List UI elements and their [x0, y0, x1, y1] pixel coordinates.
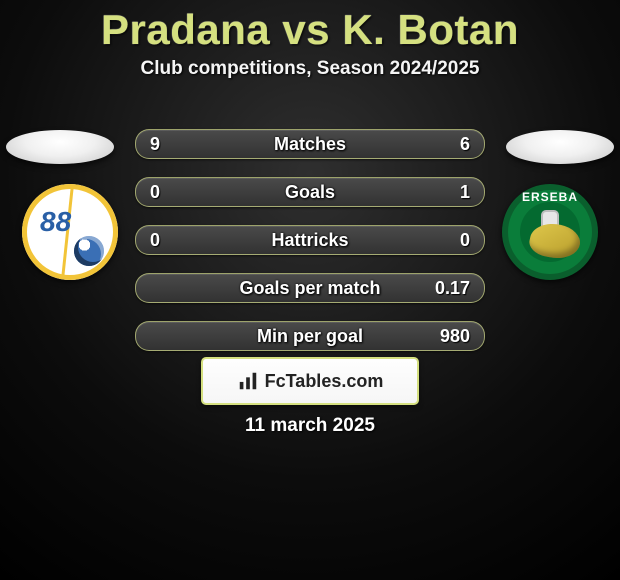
stat-label: Min per goal: [136, 326, 484, 347]
player-avatar-right: [506, 130, 614, 164]
stat-label: Goals per match: [136, 278, 484, 299]
date-text: 11 march 2025: [0, 415, 620, 437]
club-crest-right: ERSEBA: [502, 184, 598, 280]
stat-label: Matches: [136, 134, 484, 155]
stat-row-min-per-goal: 980Min per goal: [135, 321, 485, 351]
stat-row-goals: 01Goals: [135, 177, 485, 207]
crest-left-ball-icon: [74, 236, 104, 266]
comparison-card: Pradana vs K. Botan Club competitions, S…: [0, 6, 620, 580]
brand-text: FcTables.com: [265, 371, 384, 392]
club-crest-left: 88: [22, 184, 118, 280]
stat-label: Goals: [136, 182, 484, 203]
player-avatar-left: [6, 130, 114, 164]
bar-chart-icon: [237, 370, 259, 392]
stat-row-hattricks: 00Hattricks: [135, 225, 485, 255]
crest-left-number: 88: [40, 206, 71, 238]
stat-rows: 96Matches 01Goals 00Hattricks 0.17Goals per…: [135, 129, 485, 369]
brand-badge[interactable]: FcTables.com: [201, 357, 419, 405]
stat-row-goals-per-match: 0.17Goals per match: [135, 273, 485, 303]
page-title: Pradana vs K. Botan: [0, 6, 620, 54]
page-subtitle: Club competitions, Season 2024/2025: [0, 58, 620, 80]
stat-label: Hattricks: [136, 230, 484, 251]
stat-row-matches: 96Matches: [135, 129, 485, 159]
